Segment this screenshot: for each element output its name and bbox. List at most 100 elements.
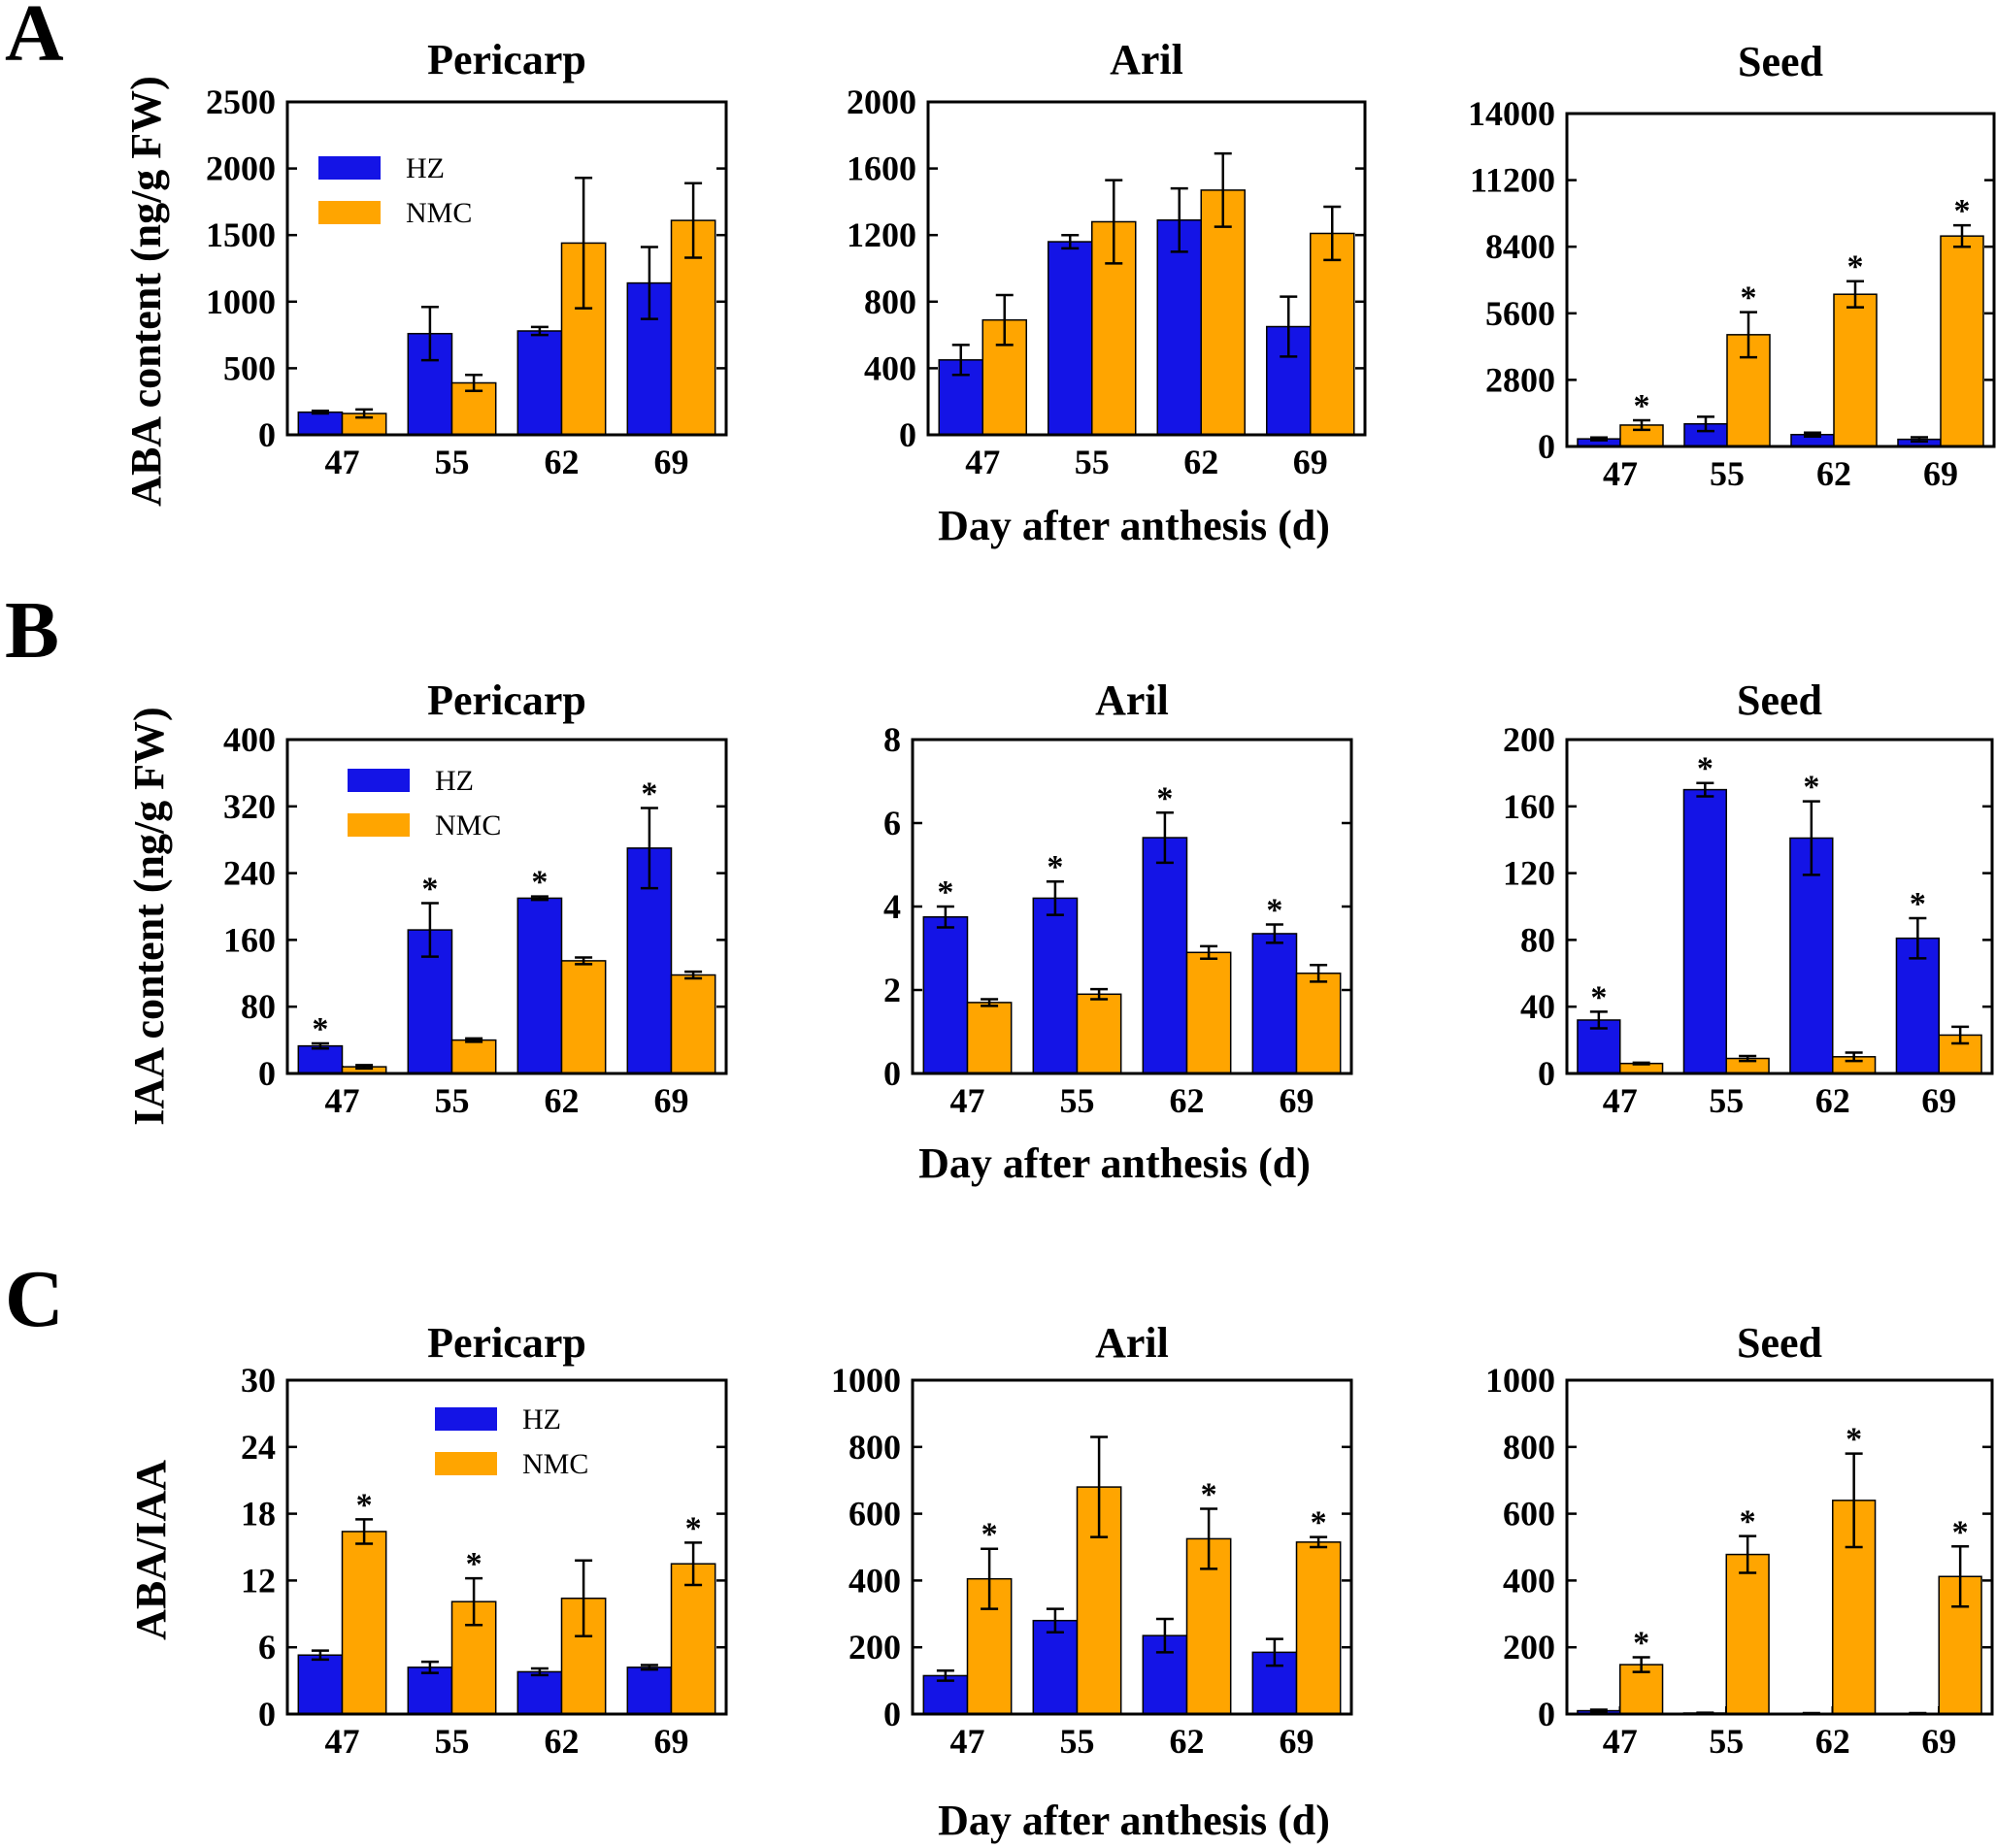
chart-title: Pericarp bbox=[427, 36, 586, 83]
y-tick-label: 80 bbox=[1520, 920, 1555, 959]
x-tick-label: 62 bbox=[1815, 1722, 1850, 1761]
legend-label-nmc: NMC bbox=[522, 1448, 588, 1480]
y-tick-label: 200 bbox=[1503, 1628, 1555, 1666]
legend-label-nmc: NMC bbox=[435, 809, 501, 842]
chart-aril: Aril 0 2 4 6 8 47 * 55 * 62 * 69 * bbox=[883, 676, 1353, 1120]
bar-hz bbox=[297, 1044, 344, 1074]
x-axis-label: Day after anthesis (d) bbox=[938, 502, 1330, 549]
x-tick-label: 47 bbox=[325, 1722, 360, 1761]
y-tick-label: 320 bbox=[223, 787, 276, 826]
chart-title: Aril bbox=[1095, 1319, 1169, 1367]
y-tick-label: 2 bbox=[883, 971, 901, 1009]
y-tick-label: 80 bbox=[241, 987, 276, 1026]
bar-nmc bbox=[1295, 1541, 1342, 1715]
y-tick-label: 1000 bbox=[831, 1361, 901, 1400]
legend-label-hz: HZ bbox=[435, 765, 474, 797]
significance-star: * bbox=[531, 865, 548, 901]
y-tick-label: 400 bbox=[864, 348, 916, 387]
chart-title: Seed bbox=[1737, 1319, 1822, 1367]
bar-nmc bbox=[1295, 973, 1342, 1074]
y-tick-label: 160 bbox=[223, 920, 276, 959]
y-tick-label: 0 bbox=[1538, 427, 1555, 466]
bar-hz bbox=[297, 1654, 344, 1715]
significance-star: * bbox=[356, 1487, 373, 1523]
x-tick-label: 47 bbox=[950, 1081, 985, 1120]
significance-star: * bbox=[1201, 1476, 1217, 1512]
y-tick-label: 400 bbox=[223, 720, 276, 759]
y-tick-label: 1000 bbox=[1485, 1361, 1555, 1400]
panel-letter: C bbox=[5, 1254, 64, 1344]
bar-hz bbox=[1251, 933, 1298, 1074]
y-tick-label: 14000 bbox=[1468, 94, 1555, 133]
legend-swatch-nmc bbox=[435, 1452, 497, 1475]
y-axis-label: IAA content (ng/g FW) bbox=[125, 707, 173, 1125]
significance-star: * bbox=[1590, 979, 1607, 1015]
y-tick-label: 160 bbox=[1503, 787, 1555, 826]
significance-star: * bbox=[1847, 249, 1864, 285]
y-tick-label: 600 bbox=[1503, 1495, 1555, 1534]
bar-nmc bbox=[450, 1039, 497, 1074]
bar-hz bbox=[407, 1666, 453, 1715]
plot-frame bbox=[285, 100, 728, 437]
y-tick-label: 200 bbox=[848, 1628, 901, 1666]
y-tick-label: 8 bbox=[883, 720, 901, 759]
x-tick-label: 69 bbox=[1923, 454, 1958, 493]
y-tick-label: 0 bbox=[883, 1054, 901, 1093]
x-axis-label: Day after anthesis (d) bbox=[918, 1139, 1311, 1187]
bar-hz bbox=[516, 330, 563, 436]
legend: HZ NMC bbox=[318, 152, 472, 229]
y-tick-label: 6 bbox=[258, 1628, 276, 1666]
y-tick-label: 2000 bbox=[847, 82, 916, 121]
x-tick-label: 69 bbox=[654, 1722, 689, 1761]
legend-swatch-hz bbox=[348, 769, 410, 792]
bar-nmc bbox=[1185, 951, 1232, 1074]
y-tick-label: 400 bbox=[848, 1561, 901, 1600]
x-tick-label: 69 bbox=[1921, 1081, 1956, 1120]
plot-frame bbox=[911, 738, 1353, 1075]
bar-nmc bbox=[670, 974, 716, 1074]
bar-hz bbox=[297, 411, 344, 436]
bar-nmc bbox=[1833, 293, 1878, 447]
x-tick-label: 69 bbox=[654, 1081, 689, 1120]
significance-star: * bbox=[1846, 1422, 1862, 1458]
chart-aril: Aril 0 400 800 1200 1600 2000 47 55 62 69 bbox=[847, 36, 1367, 481]
y-tick-label: 1600 bbox=[847, 149, 916, 188]
y-tick-label: 2500 bbox=[206, 82, 276, 121]
bar-nmc bbox=[1076, 993, 1122, 1074]
y-tick-label: 2800 bbox=[1485, 360, 1555, 399]
x-tick-label: 47 bbox=[1603, 454, 1638, 493]
significance-star: * bbox=[1697, 751, 1713, 787]
y-tick-label: 0 bbox=[883, 1695, 901, 1733]
significance-star: * bbox=[1910, 886, 1926, 922]
chart-seed: Seed 0 2800 5600 8400 11200 14000 47 * 55 * 62 * 69 * bbox=[1468, 38, 1996, 493]
legend: HZ NMC bbox=[435, 1403, 588, 1480]
x-tick-label: 62 bbox=[1183, 443, 1218, 481]
y-tick-label: 6 bbox=[883, 804, 901, 842]
x-tick-label: 62 bbox=[1815, 1081, 1850, 1120]
x-tick-label: 47 bbox=[950, 1722, 985, 1761]
y-tick-label: 0 bbox=[1538, 1695, 1555, 1733]
bar-hz bbox=[1789, 837, 1834, 1074]
plot-frame bbox=[1565, 738, 1994, 1075]
y-tick-label: 0 bbox=[258, 1054, 276, 1093]
y-tick-label: 1000 bbox=[206, 282, 276, 321]
y-tick-label: 4 bbox=[883, 887, 901, 926]
x-tick-label: 69 bbox=[1921, 1722, 1956, 1761]
x-tick-label: 69 bbox=[1280, 1722, 1314, 1761]
bar-nmc bbox=[670, 1563, 716, 1715]
panel-letter: B bbox=[5, 585, 59, 676]
plot-frame bbox=[926, 100, 1367, 437]
x-tick-label: 55 bbox=[1709, 1722, 1744, 1761]
x-tick-label: 69 bbox=[654, 443, 689, 481]
bar-nmc bbox=[966, 1002, 1013, 1074]
chart-seed: Seed 0 40 80 120 160 200 47 * 55 * 62 * 69 * bbox=[1503, 676, 1994, 1120]
y-tick-label: 240 bbox=[223, 854, 276, 893]
legend-swatch-hz bbox=[318, 156, 381, 180]
significance-star: * bbox=[1740, 1504, 1756, 1540]
significance-star: * bbox=[421, 872, 438, 908]
x-tick-label: 62 bbox=[1170, 1722, 1205, 1761]
plot-frame bbox=[1565, 1378, 1994, 1716]
x-tick-label: 47 bbox=[325, 1081, 360, 1120]
bar-hz bbox=[1032, 897, 1079, 1074]
y-tick-label: 500 bbox=[223, 348, 276, 387]
